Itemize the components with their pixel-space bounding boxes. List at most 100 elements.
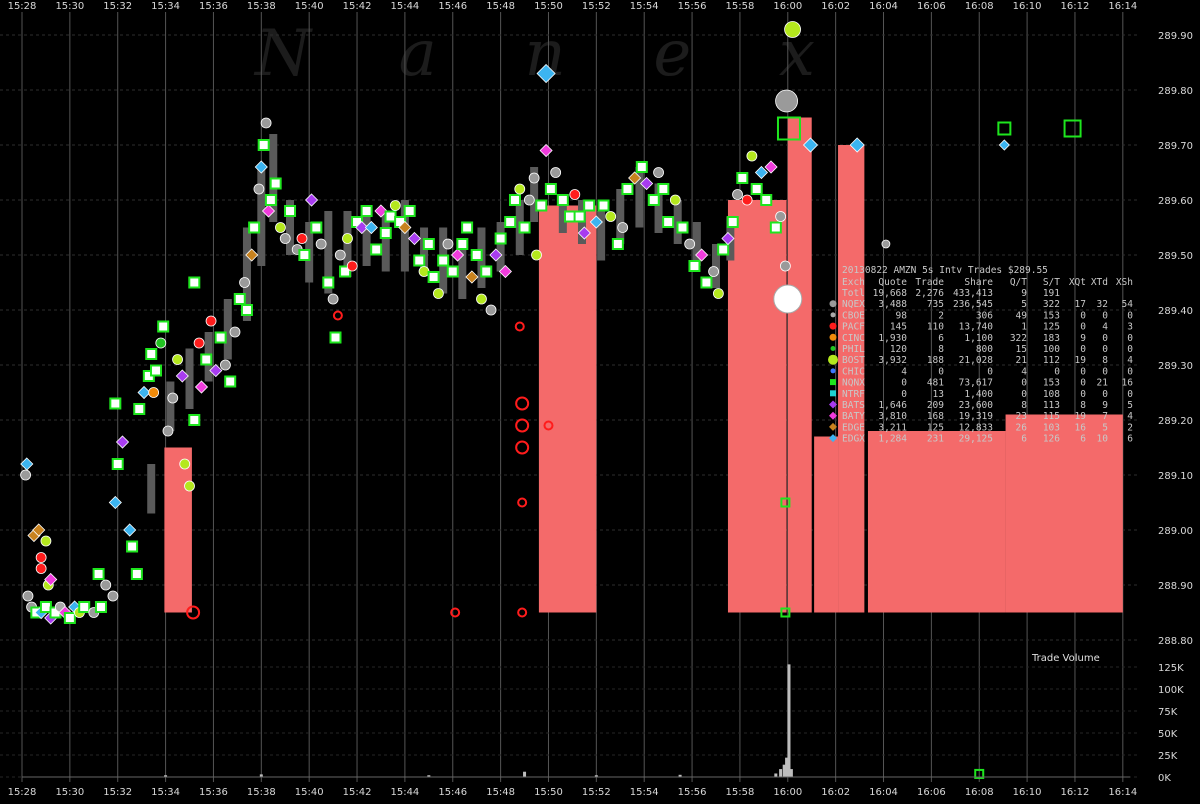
quote-point [261, 204, 276, 218]
stats-cell: 231 [927, 434, 944, 445]
volume-tick-label: 100K [1158, 685, 1184, 696]
stats-cell: 8 [1102, 355, 1108, 366]
quote-point [465, 270, 479, 284]
volume-axis-title: Trade Volume [1031, 653, 1100, 664]
time-tick-label-top: 15:54 [630, 1, 659, 12]
special-point [515, 396, 530, 411]
stats-cell: 19,668 [873, 288, 908, 299]
stats-cell: 108 [1043, 389, 1060, 400]
quote-point [94, 601, 107, 613]
quote-point [732, 189, 743, 200]
quote-point [461, 221, 474, 234]
time-tick-label-top: 15:42 [343, 1, 372, 12]
spread-area [867, 431, 1006, 613]
stats-cell: 209 [927, 400, 944, 411]
spread-area [814, 436, 839, 613]
time-tick-label-top: 15:44 [390, 1, 419, 12]
quote-point [239, 277, 250, 288]
stats-cell: 1,646 [878, 400, 907, 411]
quote-point [504, 216, 517, 228]
stats-cell: 26 [1016, 422, 1028, 433]
stats-cell: BATS [842, 400, 865, 411]
volume-bar [785, 757, 789, 777]
time-tick-label-bottom: 16:12 [1061, 787, 1090, 798]
quote-point [700, 276, 713, 289]
quote-point [233, 293, 246, 305]
spread-area [787, 117, 812, 613]
time-tick-label-bottom: 15:28 [8, 787, 37, 798]
volume-bar [789, 769, 793, 777]
time-tick-label-bottom: 15:52 [582, 787, 611, 798]
stats-cell: 0 [1127, 389, 1133, 400]
quote-point [32, 523, 46, 537]
time-tick-label-top: 15:50 [534, 1, 563, 12]
time-tick-label-top: 16:06 [917, 1, 946, 12]
stats-heading: 20130822 AMZN 5s Intv Trades $289.55 [842, 265, 1048, 276]
stats-legend-marker [830, 379, 836, 386]
quote-point [564, 210, 577, 223]
time-tick-label-bottom: 15:40 [295, 787, 324, 798]
nbbo-band-bar [381, 211, 390, 272]
quote-point [304, 193, 319, 207]
quote-point [115, 435, 130, 449]
stats-legend-marker [829, 300, 837, 308]
stats-cell: CINC [842, 333, 865, 344]
stats-cell: 3,810 [878, 411, 907, 422]
stats-cell: BATY [842, 411, 865, 422]
price-tick-label: 288.80 [1158, 636, 1193, 647]
stats-cell: 19 [1075, 411, 1087, 422]
price-tick-label: 289.80 [1158, 86, 1193, 97]
quote-point [315, 238, 327, 250]
quote-point [364, 220, 378, 235]
quote-point [726, 216, 739, 228]
quote-point [717, 243, 730, 256]
special-point [997, 121, 1012, 136]
quote-point [254, 160, 268, 174]
quote-point [20, 469, 31, 481]
quote-point [360, 205, 373, 217]
stats-cell: 2,276 [915, 288, 944, 299]
stats-cell: PACF [842, 322, 865, 333]
nbbo-band-bar [286, 200, 295, 255]
stats-cell: 4 [1127, 355, 1133, 366]
time-tick-label-top: 15:40 [295, 1, 324, 12]
time-tick-label-bottom: 15:36 [199, 787, 228, 798]
quote-point [179, 458, 191, 470]
nbbo-band-bar [343, 211, 352, 277]
special-point [775, 89, 798, 113]
stats-cell: 19,319 [959, 411, 994, 422]
volume-tick-label: 25K [1158, 751, 1178, 762]
stats-cell: 6 [1080, 434, 1086, 445]
quote-point [40, 535, 52, 547]
quote-point [407, 231, 422, 246]
time-tick-label-bottom: 16:00 [773, 787, 802, 798]
price-tick-label: 289.10 [1158, 471, 1193, 482]
quote-point [35, 563, 47, 574]
special-point [1063, 119, 1082, 138]
quote-point [446, 265, 459, 278]
stats-cell: 0 [1102, 389, 1108, 400]
quote-point [422, 238, 435, 250]
stats-cell: 0 [1021, 389, 1027, 400]
stats-cell: 0 [1102, 366, 1108, 377]
stats-cell: 13,740 [959, 322, 994, 333]
quote-point [35, 552, 47, 563]
stats-cell: 125 [927, 422, 944, 433]
quote-point [569, 189, 581, 200]
stats-cell: 8 [1080, 400, 1086, 411]
volume-tick-label: 0K [1158, 773, 1171, 784]
nbbo-band-bar [185, 348, 194, 409]
quote-point [523, 194, 535, 206]
time-tick-label-bottom: 15:48 [486, 787, 515, 798]
nbbo-band-bar [635, 167, 644, 228]
quote-point [721, 231, 735, 246]
quote-point [589, 215, 603, 229]
stats-cell: 0 [1080, 378, 1086, 389]
quote-point [260, 117, 272, 129]
stats-cell: 16 [1075, 422, 1087, 433]
volume-bar [523, 771, 527, 777]
special-point [517, 497, 528, 508]
stats-cell: NQNX [842, 378, 865, 389]
quote-point [108, 495, 122, 510]
